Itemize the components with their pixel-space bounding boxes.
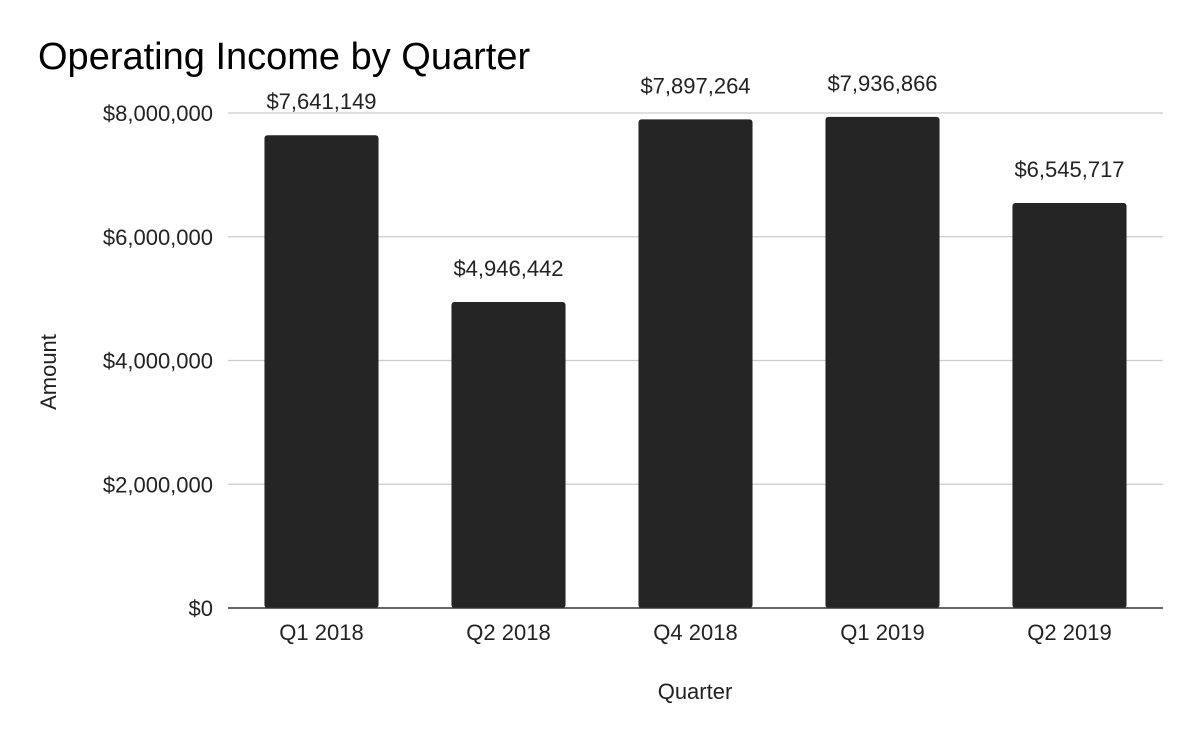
bar [451,301,566,608]
data-label: $7,936,866 [827,71,937,96]
y-tick-label: $8,000,000 [103,101,213,126]
y-tick-label: $4,000,000 [103,349,213,374]
x-tick-label: Q2 2019 [1027,620,1111,645]
x-axis-label: Quarter [658,679,733,704]
bar [1012,202,1127,608]
data-label: $4,946,442 [453,256,563,281]
x-tick-label: Q2 2018 [466,620,550,645]
x-tick-label: Q1 2018 [279,620,363,645]
y-tick-label: $6,000,000 [103,225,213,250]
data-label: $7,641,149 [266,89,376,114]
y-axis-ticks: $0 $2,000,000 $4,000,000 $6,000,000 $8,000,0… [103,101,213,621]
y-tick-label: $2,000,000 [103,472,213,497]
bar [264,135,379,608]
chart-title: Operating Income by Quarter [38,36,530,78]
bar [825,116,940,608]
bar [638,119,753,609]
data-labels: $7,641,149 $4,946,442 $7,897,264 $7,936,866… [266,71,1124,281]
bars [264,116,1127,609]
x-axis-ticks: Q1 2018 Q2 2018 Q4 2018 Q1 2019 Q2 2019 [279,620,1111,645]
y-tick-label: $0 [189,596,213,621]
x-tick-label: Q1 2019 [840,620,924,645]
x-tick-label: Q4 2018 [653,620,737,645]
data-label: $7,897,264 [640,73,750,98]
data-label: $6,545,717 [1014,157,1124,182]
y-axis-label: Amount [36,334,61,410]
